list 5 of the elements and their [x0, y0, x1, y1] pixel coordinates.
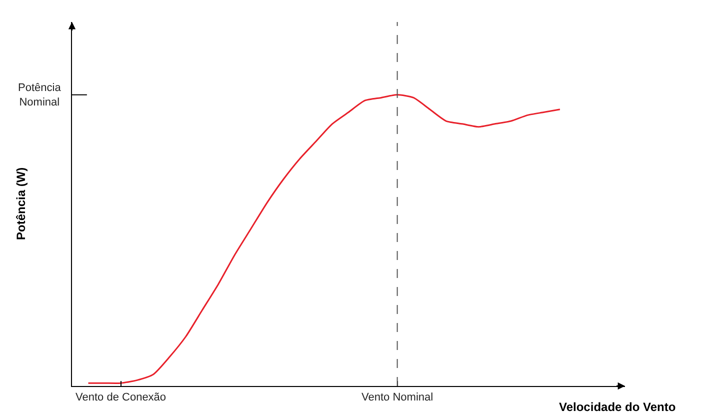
x-tick-label: Vento de Conexão: [76, 391, 166, 404]
x-tick-label: Vento Nominal: [362, 391, 434, 404]
x-axis-title: Velocidade do Vento: [559, 400, 676, 414]
text: Potência Nominal: [18, 82, 62, 108]
y-axis-title: Potência (W): [14, 167, 28, 240]
